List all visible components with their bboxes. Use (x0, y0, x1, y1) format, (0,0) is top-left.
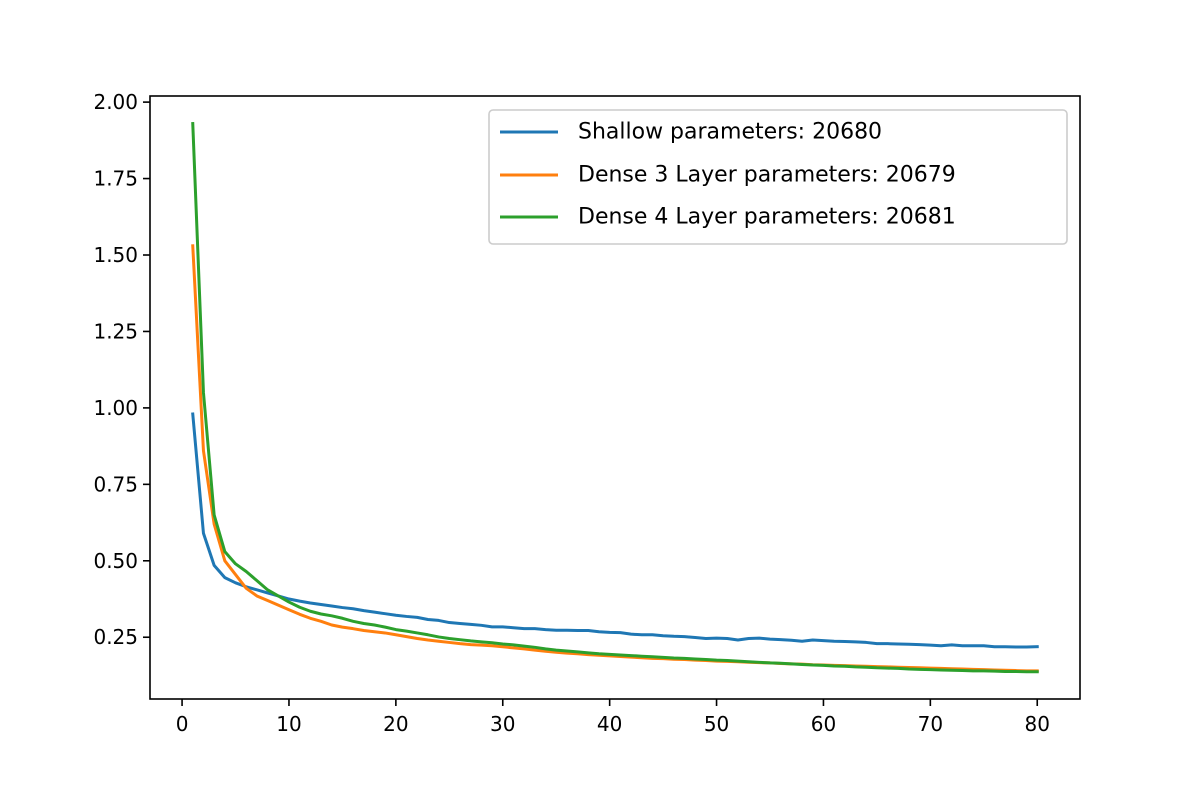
legend-entry-shallow: Shallow parameters: 20680 (500, 120, 882, 145)
legend-frame (488, 109, 1068, 245)
y-tick-label: 1.00 (93, 396, 138, 420)
y-tick-label: 1.75 (93, 167, 138, 191)
x-tick-label: 50 (704, 712, 729, 736)
plot-area-frame (149, 95, 1081, 700)
x-tick-label: 80 (1025, 712, 1050, 736)
y-axis: 0.25 0.50 0.75 1.00 1.25 1.50 1.75 2.00 (93, 90, 150, 649)
x-axis: 0 10 20 30 40 50 60 70 80 (176, 699, 1050, 736)
x-tick-label: 20 (383, 712, 408, 736)
series-line-0 (191, 412, 1039, 649)
series-layer (191, 121, 1039, 674)
x-tick-label: 10 (276, 712, 301, 736)
legend-entry-dense-4-layer: Dense 4 Layer parameters: 20681 (500, 205, 956, 230)
x-tick-label: 40 (597, 712, 622, 736)
legend-label-dense-3-layer: Dense 3 Layer parameters: 20679 (578, 163, 956, 188)
y-tick-label: 2.00 (93, 90, 138, 114)
y-tick-label: 0.50 (93, 549, 138, 573)
legend-label-shallow: Shallow parameters: 20680 (578, 120, 882, 145)
x-tick-label: 60 (811, 712, 836, 736)
x-tick-label: 70 (918, 712, 943, 736)
y-tick-label: 0.25 (93, 625, 138, 649)
legend-label-dense-4-layer: Dense 4 Layer parameters: 20681 (578, 205, 956, 230)
legend-entry-dense-3-layer: Dense 3 Layer parameters: 20679 (500, 163, 956, 188)
series-line-2 (191, 121, 1039, 674)
y-tick-label: 1.50 (93, 243, 138, 267)
y-tick-label: 1.25 (93, 319, 138, 343)
x-tick-label: 0 (176, 712, 189, 736)
x-tick-label: 30 (490, 712, 515, 736)
y-tick-label: 0.75 (93, 472, 138, 496)
legend: Shallow parameters: 20680 Dense 3 Layer … (488, 109, 1068, 245)
